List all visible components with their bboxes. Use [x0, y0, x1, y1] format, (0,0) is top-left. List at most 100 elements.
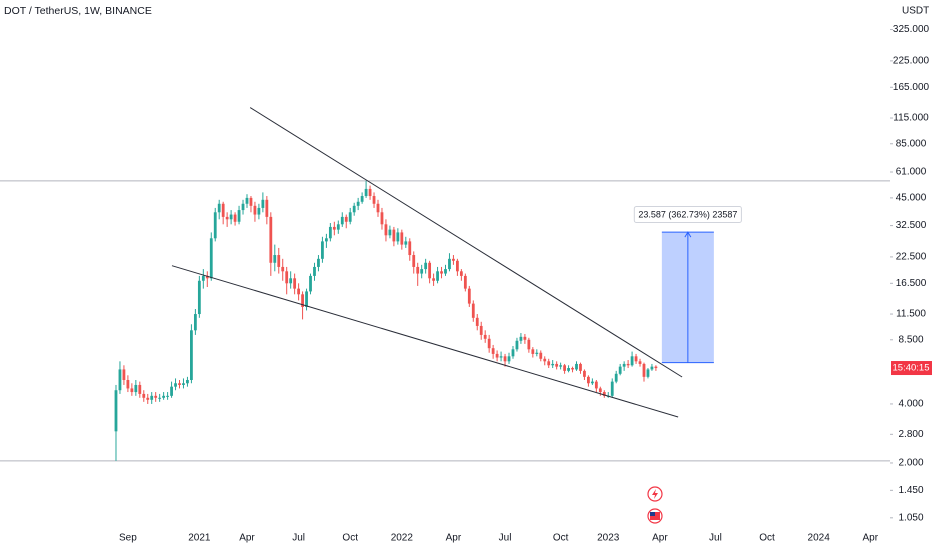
candle-body: [201, 275, 205, 281]
economic-event-icon[interactable]: [647, 508, 663, 524]
candle-body: [233, 214, 237, 222]
candle-body: [579, 363, 582, 371]
candle-body: [456, 260, 459, 272]
trend-line: [249, 107, 683, 378]
y-tick-label: 225.000: [893, 56, 930, 67]
candle-body: [293, 278, 297, 289]
candle-body: [158, 397, 162, 399]
trend-line: [171, 265, 679, 418]
candle-body: [122, 369, 126, 380]
candle-body: [372, 196, 376, 204]
candle-body: [313, 266, 316, 276]
candle-body: [475, 317, 479, 326]
candle-body: [622, 363, 626, 367]
candle-body: [297, 288, 301, 295]
candle-body: [182, 383, 185, 385]
candle-body: [618, 366, 622, 374]
candle-body: [432, 278, 435, 281]
candle-body: [130, 388, 134, 393]
y-tick-label: 11.500: [896, 309, 926, 320]
event-icon[interactable]: [647, 486, 663, 502]
candle-body: [452, 258, 455, 261]
x-tick-label: 2021: [188, 533, 211, 544]
candle-body: [360, 196, 364, 202]
x-tick-label: 2023: [597, 533, 620, 544]
candle-body: [186, 379, 189, 384]
candle-body: [495, 353, 499, 358]
candle-body: [384, 224, 388, 236]
candle-body: [364, 188, 368, 197]
candle-body: [400, 232, 404, 245]
candle-body: [571, 368, 574, 370]
candle-body: [170, 386, 173, 396]
candle-body: [467, 288, 471, 304]
candle-body: [269, 216, 273, 263]
candle-body: [642, 363, 646, 377]
position-arrow-head: [684, 231, 692, 238]
candle-body: [213, 212, 217, 239]
candle-body: [253, 205, 257, 215]
y-tick-label: 61.000: [896, 167, 927, 178]
candle-body: [503, 356, 507, 362]
candle-body: [134, 384, 138, 393]
candle-body: [463, 275, 467, 289]
candle-body: [114, 390, 118, 432]
candle-body: [166, 395, 169, 397]
candle-body: [448, 258, 451, 270]
candle-body: [340, 216, 344, 225]
candle-body: [225, 216, 229, 220]
candle-body: [511, 349, 515, 357]
candle-body: [404, 241, 408, 245]
candle-body: [634, 356, 638, 362]
candle-body: [436, 271, 439, 281]
candle-body: [408, 241, 412, 256]
candle-body: [162, 395, 166, 398]
candle-body: [265, 199, 269, 217]
y-tick-label: 4.000: [898, 399, 923, 410]
y-tick-label: 32.500: [896, 220, 927, 231]
candle-body: [392, 229, 396, 242]
candle-body: [594, 381, 598, 389]
candle-body: [301, 294, 304, 307]
candle-body: [146, 397, 150, 400]
candle-body: [567, 368, 570, 371]
y-tick-label: 22.500: [896, 252, 927, 263]
candle-body: [519, 336, 523, 341]
candle-body: [602, 392, 606, 396]
candle-body: [428, 262, 432, 279]
y-tick-label: 115.000: [893, 113, 929, 124]
x-tick-label: Jul: [499, 533, 512, 544]
candle-body: [412, 255, 416, 267]
candle-body: [126, 379, 130, 389]
candle-body: [305, 291, 308, 307]
candle-body: [217, 203, 221, 213]
candle-body: [559, 365, 563, 367]
candle-body: [575, 363, 578, 370]
flag-icon-canton: [650, 512, 655, 516]
candle-body: [229, 214, 233, 220]
candle-body: [654, 366, 658, 369]
candle-body: [352, 205, 356, 213]
candle-body: [209, 238, 213, 279]
x-tick-label: Jul: [292, 533, 305, 544]
candle-body: [459, 271, 463, 276]
candle-body: [416, 266, 420, 274]
candle-body: [487, 338, 491, 349]
candle-body: [583, 370, 586, 377]
candle-body: [178, 383, 181, 385]
candle-body: [118, 369, 122, 391]
price-tag: [891, 361, 932, 376]
y-tick-label: 8.500: [898, 334, 923, 345]
candle-body: [356, 201, 360, 206]
candle-body: [630, 356, 634, 366]
countdown-label: 15:40:15: [893, 363, 930, 374]
candle-body: [368, 188, 372, 197]
x-tick-label: Apr: [239, 533, 255, 544]
x-tick-label: Apr: [652, 533, 668, 544]
chart-title: DOT / TetherUS, 1W, BINANCE: [4, 5, 152, 17]
x-tick-label: Oct: [759, 533, 775, 544]
candle-body: [277, 255, 281, 267]
y-tick-label: 85.000: [896, 138, 927, 149]
candle-body: [638, 361, 642, 364]
